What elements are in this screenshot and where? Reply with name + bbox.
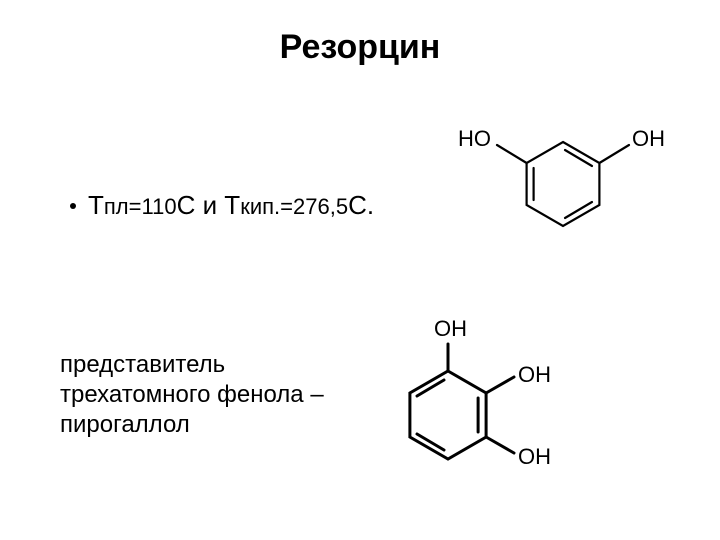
properties-bullet: Тпл=110С и Ткип.=276,5С.	[70, 190, 374, 221]
sub1: пл	[104, 194, 129, 219]
para-line2: трехатомного фенола –	[60, 381, 324, 408]
pyrogallol-drawing	[410, 344, 514, 459]
t1: Т	[88, 190, 104, 220]
bullet-marker	[70, 203, 76, 209]
para-line3: пирогаллол	[60, 411, 190, 438]
para-line1: представитель	[60, 351, 225, 378]
sub2: кип.	[240, 194, 280, 219]
label-oh-right-lower: OH	[518, 444, 551, 469]
slide: Резорцин Тпл=110С и Ткип.=276,5С. предст…	[0, 0, 720, 540]
resorcinol-drawing	[497, 142, 629, 226]
resorcinol-svg: HO OH	[448, 96, 678, 246]
bullet-text: Тпл=110С и Ткип.=276,5С.	[88, 190, 374, 221]
pyrogallol-paragraph: представитель трехатомного фенола – пиро…	[60, 350, 340, 440]
label-oh-right-upper: OH	[518, 362, 551, 387]
label-oh: OH	[632, 126, 665, 151]
unit1: С и Т	[177, 190, 241, 220]
structure-pyrogallol: OH OH OH	[370, 300, 570, 500]
structure-resorcinol: HO OH	[448, 96, 678, 246]
label-oh-top: OH	[434, 316, 467, 341]
label-ho: HO	[458, 126, 491, 151]
eq2: =276,5	[280, 194, 348, 219]
slide-title: Резорцин	[0, 28, 720, 67]
eq1: =110	[129, 194, 177, 219]
pyrogallol-svg: OH OH OH	[370, 300, 570, 500]
unit2: С.	[348, 190, 374, 220]
